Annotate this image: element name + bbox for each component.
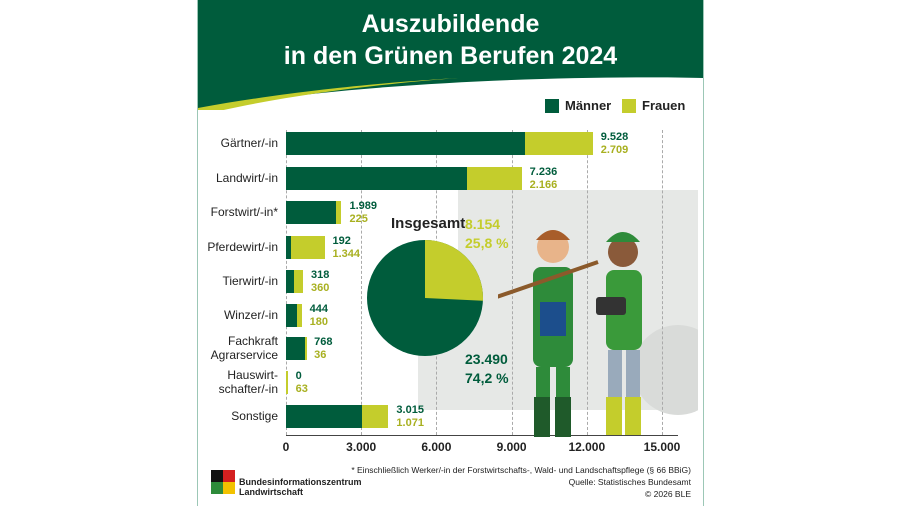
bar-women xyxy=(293,270,303,293)
gridline xyxy=(662,130,663,435)
footnote: * Einschließlich Werker/-in der Forstwir… xyxy=(351,465,691,475)
pie-men-value: 23.490 xyxy=(465,351,508,367)
gridline xyxy=(511,130,513,435)
bar-women xyxy=(524,132,593,155)
legend-label: Männer xyxy=(565,98,612,113)
bar-women xyxy=(286,371,288,394)
x-axis xyxy=(286,435,678,436)
value-label-women: 1.344 xyxy=(332,248,361,260)
value-label-men: 768 xyxy=(314,336,333,348)
value-label-men: 1.989 xyxy=(349,200,378,212)
legend-label: Frauen xyxy=(642,98,686,113)
category-label: Pferdewirt/-in xyxy=(207,240,278,254)
bar-men xyxy=(286,337,306,360)
bar-women xyxy=(297,304,302,327)
bar-women xyxy=(335,201,342,224)
bar-men xyxy=(286,132,525,155)
logo-text-line: Landwirtschaft xyxy=(239,487,304,497)
pie-chart xyxy=(367,240,483,356)
bar-men xyxy=(286,304,298,327)
value-label-women: 36 xyxy=(314,349,327,361)
value-label-men: 7.236 xyxy=(529,166,558,178)
gridline xyxy=(361,130,363,435)
value-label-women: 2.166 xyxy=(529,179,558,191)
pie-women-pct: 25,8 % xyxy=(465,235,509,251)
bar-women xyxy=(361,405,389,428)
pie-title: Insgesamt xyxy=(391,215,466,232)
legend-women: Frauen xyxy=(622,98,685,113)
category-label: Winzer/-in xyxy=(223,308,278,322)
category-label: Landwirt/-in xyxy=(215,171,278,185)
bar-women xyxy=(467,167,522,190)
value-label-men: 3.015 xyxy=(396,404,424,416)
x-tick-label: 12.000 xyxy=(568,440,606,454)
source: Quelle: Statistisches Bundesamt xyxy=(568,477,691,487)
x-tick-label: 0 xyxy=(282,440,290,454)
logo-text-line: Bundesinformationszentrum xyxy=(239,477,362,487)
bzl-logo-icon xyxy=(211,470,235,494)
x-tick-label: 9.000 xyxy=(496,440,527,454)
bzl-logo-text: Bundesinformationszentrum Landwirtschaft xyxy=(239,477,362,497)
pie-men-pct: 74,2 % xyxy=(465,370,509,386)
legend-men: Männer xyxy=(545,98,611,113)
legend-swatch-men xyxy=(545,98,559,113)
pie-label-men: 23.490 74,2 % xyxy=(465,350,509,388)
header-banner xyxy=(198,0,703,110)
category-label: Tierwirt/-in xyxy=(222,274,278,288)
pie-women-value: 8.154 xyxy=(465,216,501,232)
legend-swatch-women xyxy=(622,98,636,113)
value-label-women: 225 xyxy=(349,213,368,225)
value-label-women: 63 xyxy=(295,383,308,395)
category-label: Hauswirt-schafter/-in xyxy=(218,368,278,396)
value-label-women: 2.709 xyxy=(600,144,629,156)
bar-men xyxy=(286,270,294,293)
category-label: Forstwirt/-in* xyxy=(210,205,278,219)
title-line-1: Auszubildende xyxy=(361,10,540,38)
pie-slice-women xyxy=(425,240,483,301)
gridline xyxy=(586,130,588,435)
value-label-men: 318 xyxy=(310,269,330,281)
infographic: Auszubildende in den Grünen Berufen 2024… xyxy=(197,0,704,506)
copyright: © 2026 BLE xyxy=(645,489,691,499)
x-tick-label: 6.000 xyxy=(421,440,452,454)
category-label: Fachkraft Agrarservice xyxy=(210,334,278,362)
category-label: Gärtner/-in xyxy=(220,136,278,150)
bar-women xyxy=(305,337,308,360)
category-label: Sonstige xyxy=(231,409,278,423)
value-label-women: 360 xyxy=(310,282,330,294)
x-tick-label: 15.000 xyxy=(643,440,681,454)
bar-women xyxy=(290,236,325,259)
bar-men xyxy=(286,405,362,428)
value-label-men: 0 xyxy=(295,370,302,382)
value-label-women: 1.071 xyxy=(396,417,424,429)
bar-men xyxy=(286,167,468,190)
value-label-men: 9.528 xyxy=(600,131,629,143)
bar-men xyxy=(286,236,291,259)
pie-label-women: 8.154 25,8 % xyxy=(465,215,509,253)
bar-men xyxy=(286,201,336,224)
title-line-2: in den Grünen Berufen 2024 xyxy=(283,42,618,70)
x-tick-label: 3.000 xyxy=(346,440,377,454)
trainees-illustration xyxy=(498,230,642,437)
value-label-men: 444 xyxy=(309,303,328,315)
value-label-men: 192 xyxy=(332,235,351,247)
value-label-women: 180 xyxy=(309,316,328,328)
